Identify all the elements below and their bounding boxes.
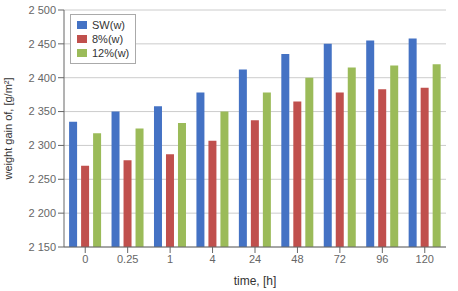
svg-text:24: 24 [249, 253, 261, 265]
svg-text:2 200: 2 200 [28, 207, 56, 219]
svg-text:2 150: 2 150 [28, 241, 56, 253]
svg-text:2 450: 2 450 [28, 38, 56, 50]
svg-text:72: 72 [334, 253, 346, 265]
svg-text:4: 4 [209, 253, 215, 265]
html-text:12%(w): 12%(w) [92, 47, 130, 59]
svg-text:0.25: 0.25 [117, 253, 138, 265]
svg-text:96: 96 [376, 253, 388, 265]
svg-text:1: 1 [167, 253, 173, 265]
svg-text:48: 48 [291, 253, 303, 265]
svg-text:2 300: 2 300 [28, 139, 56, 151]
svg-text:2 400: 2 400 [28, 72, 56, 84]
svg-text:120: 120 [416, 253, 434, 265]
html-text:SW(w): SW(w) [92, 19, 125, 31]
svg-text:2 500: 2 500 [28, 4, 56, 16]
html-text:8%(w): 8%(w) [92, 33, 124, 45]
svg-text:weight gain of, [g/m²]: weight gain of, [g/m²] [8, 77, 14, 180]
svg-text:2 350: 2 350 [28, 105, 56, 117]
svg-text:2 250: 2 250 [28, 173, 56, 185]
svg-text:time, [h]: time, [h] [234, 274, 277, 288]
svg-text:0: 0 [82, 253, 88, 265]
